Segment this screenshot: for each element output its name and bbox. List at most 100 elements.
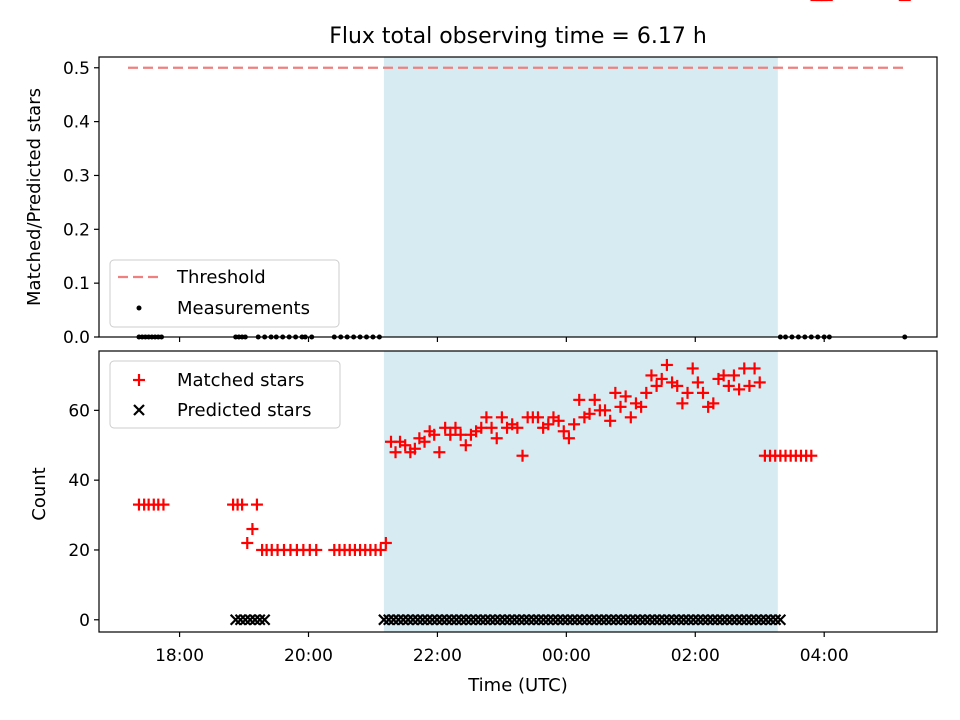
top-ylabel: Matched/Predicted stars (24, 88, 45, 306)
predicted-star-point (532, 614, 545, 626)
predicted-star-point (494, 614, 506, 626)
predicted-star-point (658, 614, 671, 626)
predicted-star-point (687, 614, 700, 626)
predicted-star-point (503, 614, 516, 626)
predicted-star-point (663, 614, 675, 626)
predicted-star-point (382, 614, 395, 626)
predicted-star-point (445, 614, 458, 626)
predicted-star-point (518, 614, 530, 626)
predicted-star-point (552, 614, 564, 626)
predicted-star-point (566, 614, 579, 626)
predicted-star-point (615, 614, 627, 626)
predicted-star-point (513, 614, 526, 626)
matched-star-point (635, 400, 648, 413)
predicted-star-point (576, 614, 588, 626)
predicted-star-point (702, 614, 714, 626)
legend-predicted-label: Predicted stars (177, 400, 311, 421)
top-ytick-label: 0.1 (63, 274, 90, 294)
matched-star-point (428, 428, 441, 441)
matched-star-point (640, 386, 653, 399)
predicted-star-point (634, 614, 646, 626)
predicted-star-point (465, 614, 477, 626)
bottom-xlabel: Time (UTC) (467, 675, 568, 696)
matched-star-point (650, 379, 663, 392)
predicted-star-point (402, 614, 414, 626)
matched-star-point (379, 536, 392, 549)
matched-star-point (449, 421, 462, 434)
matched-star-point (418, 435, 431, 448)
predicted-star-point (668, 614, 680, 626)
predicted-star-point (537, 614, 550, 626)
matched-star-point (619, 390, 632, 403)
matched-star-point (727, 369, 740, 382)
predicted-star-point (716, 614, 729, 626)
predicted-star-point (769, 614, 782, 626)
predicted-star-point (682, 614, 695, 626)
predicted-star-point (244, 614, 256, 626)
predicted-star-point (760, 614, 772, 626)
predicted-star-point (426, 614, 439, 626)
bottom-xtick-label: 18:00 (155, 646, 204, 666)
bottom-ytick-label: 20 (68, 541, 90, 561)
predicted-star-point (455, 614, 468, 626)
predicted-star-point (726, 614, 738, 626)
matched-star-point (676, 397, 689, 410)
matched-star-point (454, 428, 467, 441)
matched-star-point (246, 523, 259, 536)
matched-star-point (531, 411, 544, 424)
top-ytick-label: 0.0 (63, 328, 90, 348)
matched-star-point (516, 449, 529, 462)
bottom-xtick-label: 20:00 (284, 646, 333, 666)
predicted-star-point (586, 614, 598, 626)
predicted-star-point (624, 614, 637, 626)
top-ytick-label: 0.5 (63, 59, 90, 79)
predicted-star-point (469, 614, 482, 626)
predicted-star-point (755, 614, 767, 626)
matched-star-point (495, 411, 508, 424)
matched-star-point (557, 425, 570, 438)
matched-star-point (444, 428, 457, 441)
legend-measurements-swatch (136, 305, 142, 311)
matched-star-point (552, 414, 565, 427)
predicted-star-point (254, 614, 266, 626)
matched-star-point (697, 386, 710, 399)
matched-star-point (599, 404, 612, 417)
predicted-star-point (639, 614, 651, 626)
predicted-star-point (629, 614, 642, 626)
predicted-star-point (619, 614, 632, 626)
matched-star-point (562, 432, 575, 445)
predicted-star-point (440, 614, 453, 626)
matched-star-point (805, 449, 818, 462)
predicted-star-point (721, 614, 733, 626)
legend-threshold-label: Threshold (176, 267, 266, 288)
predicted-star-point (397, 614, 410, 626)
predicted-star-point (605, 614, 617, 626)
predicted-star-point (499, 614, 511, 626)
matched-star-point (604, 414, 617, 427)
chart-title: Flux total observing time = 6.17 h (329, 24, 707, 49)
predicted-star-point (711, 614, 724, 626)
bottom-legend: Matched stars Predicted stars (109, 360, 341, 429)
predicted-star-point (600, 614, 613, 626)
matched-star-point (733, 383, 746, 396)
matched-star-point (609, 386, 622, 399)
predicted-star-point (450, 614, 463, 626)
matched-star-point (408, 442, 421, 455)
top-ytick-label: 0.2 (63, 220, 90, 240)
predicted-star-point (774, 614, 787, 626)
predicted-star-point (479, 614, 492, 626)
predicted-star-point (421, 614, 434, 626)
predicted-star-point (571, 614, 584, 626)
matched-star-point (686, 362, 699, 375)
predicted-star-point (706, 614, 719, 626)
predicted-star-point (484, 614, 497, 626)
top-axes-frame (98, 56, 938, 338)
matched-star-point (722, 379, 735, 392)
top-axes: 0.0 0.1 0.2 0.3 0.4 0.5 Matched/Predicted sta… (24, 56, 938, 348)
predicted-star-point (436, 614, 448, 626)
matched-star-point (389, 446, 402, 459)
predicted-star-point (653, 614, 666, 626)
predicted-star-point (595, 614, 608, 626)
matched-star-point (511, 421, 524, 434)
